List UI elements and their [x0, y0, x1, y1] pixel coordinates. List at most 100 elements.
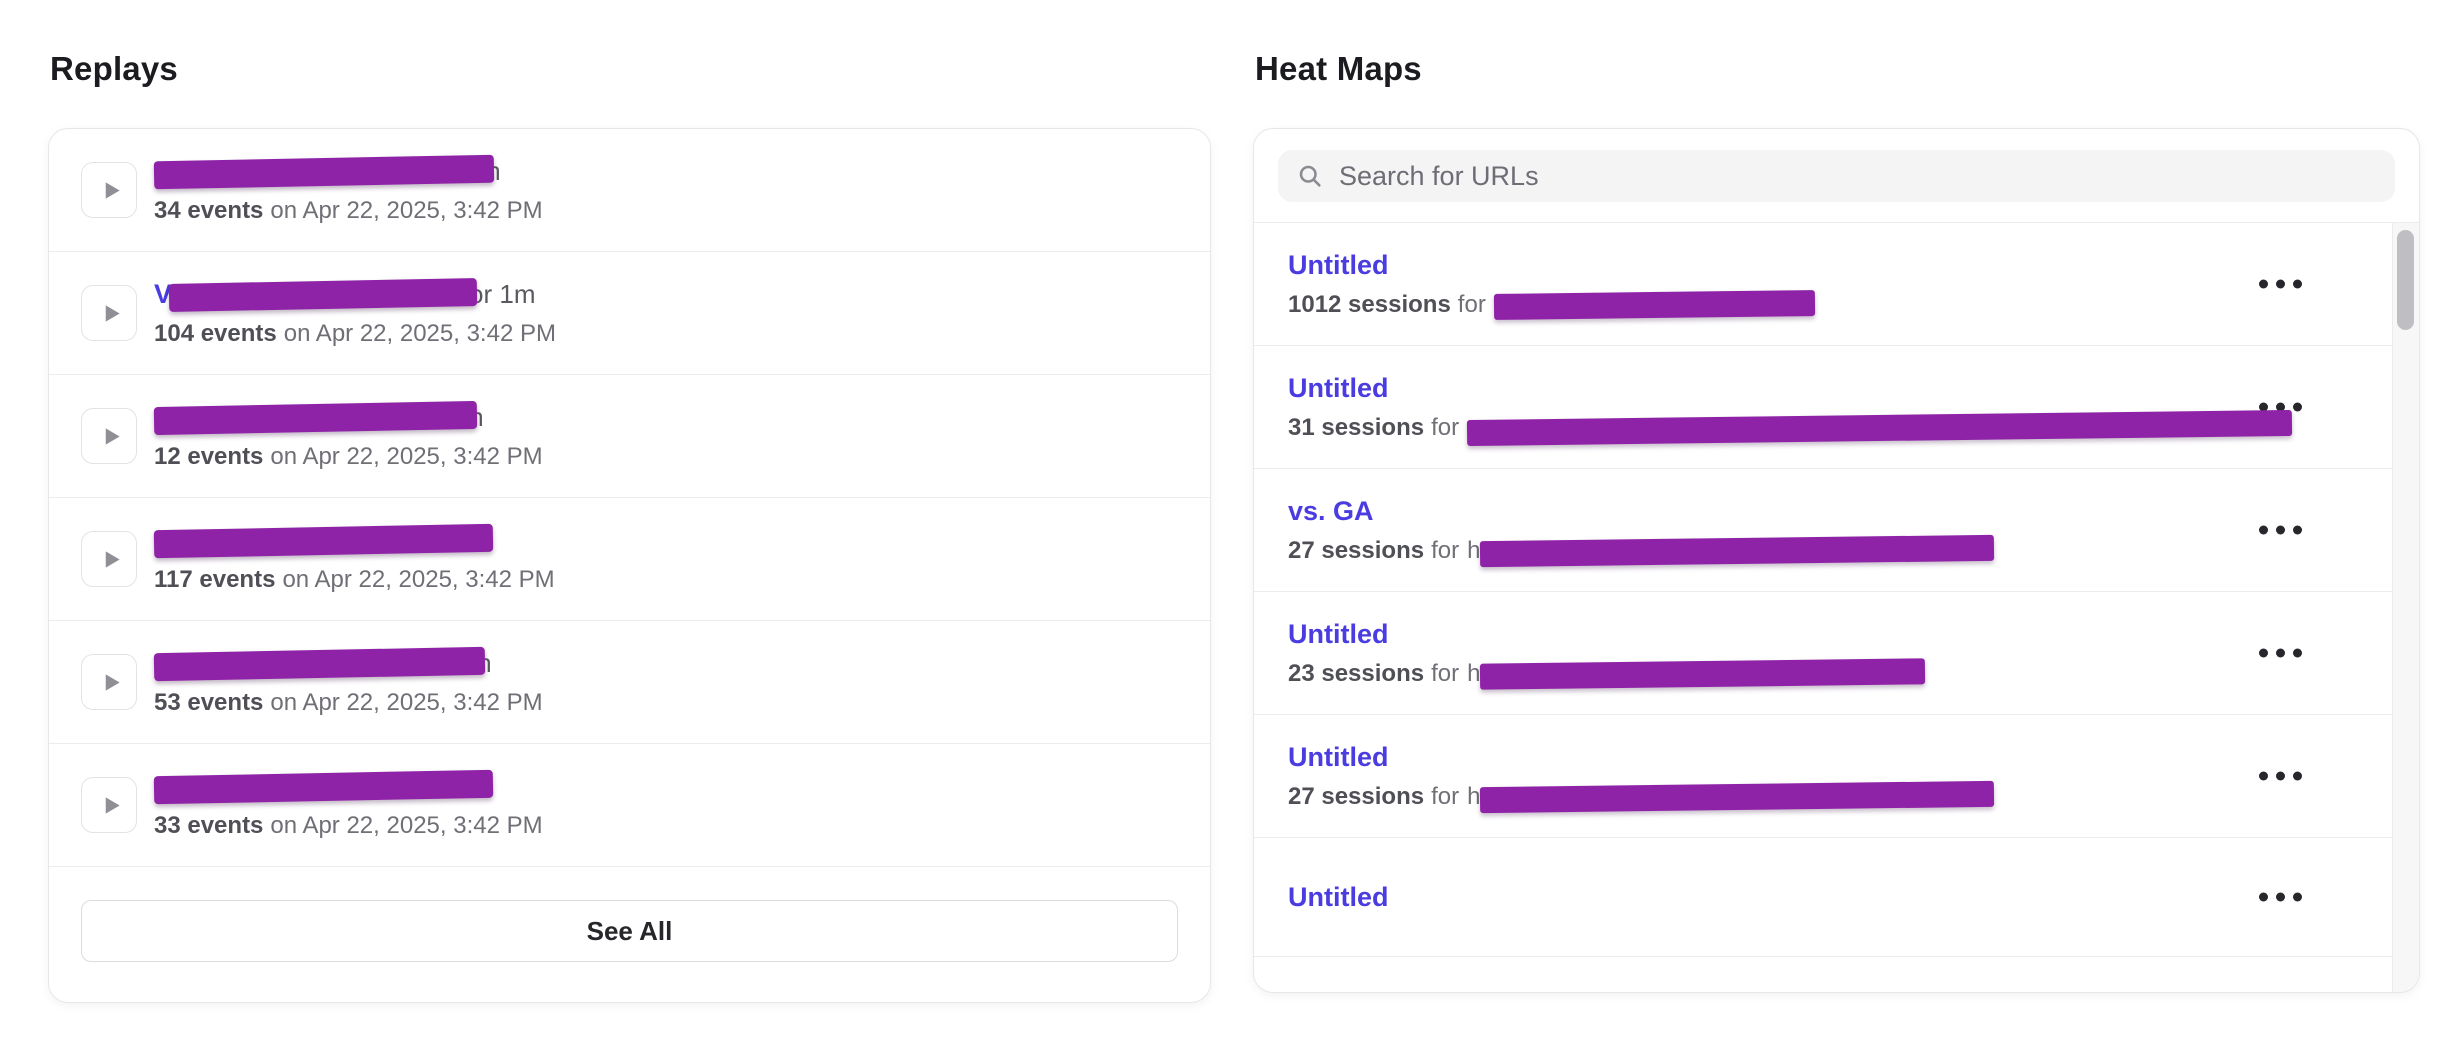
heatmap-sessions-line: 23 sessions for h [1288, 658, 1926, 690]
event-count: 53 events [154, 688, 264, 716]
event-count: 12 events [154, 442, 264, 470]
heatmap-row[interactable]: Untitled 31 sessions for [1254, 346, 2395, 469]
replay-info: V or 1m 104 events on Apr 22, 2025, 3:42 … [154, 277, 556, 348]
heatmap-title-link[interactable]: Untitled [1288, 882, 1389, 912]
heatmaps-card: Search for URLs Untitled 1012 sessions f… [1253, 128, 2420, 993]
replay-visitor-link[interactable]: m [153, 400, 543, 435]
play-icon [105, 673, 120, 691]
heatmap-row-content: Untitled 31 sessions for [1288, 372, 2293, 447]
replay-visitor-link[interactable] [153, 769, 543, 804]
event-count: 33 events [154, 811, 264, 839]
play-icon [105, 304, 120, 322]
heatmap-title-link[interactable]: Untitled [1288, 988, 1389, 992]
session-count: 23 sessions [1288, 660, 1425, 687]
heatmap-title-link[interactable]: Untitled [1288, 742, 1389, 772]
replay-date: on Apr 22, 2025, 3:42 PM [282, 565, 555, 593]
heatmap-row[interactable]: Untitled [1254, 838, 2395, 957]
play-button[interactable] [81, 777, 137, 833]
for-label: for [1431, 660, 1460, 687]
redaction-bar [1480, 780, 1995, 814]
replay-visitor-link[interactable]: m [153, 646, 543, 681]
see-all-section: See All [49, 866, 1210, 1002]
heatmap-row-content: Untitled [1288, 881, 1389, 913]
replay-meta: 33 events on Apr 22, 2025, 3:42 PM [154, 812, 543, 840]
more-options-button[interactable] [2259, 279, 2302, 289]
replay-row[interactable]: 117 events on Apr 22, 2025, 3:42 PM [49, 497, 1210, 620]
redaction-bar [153, 154, 495, 189]
replay-info: 117 events on Apr 22, 2025, 3:42 PM [153, 523, 555, 594]
event-count: 34 events [154, 196, 264, 224]
play-button[interactable] [81, 531, 137, 587]
heatmap-row-content: Untitled [1288, 957, 1389, 992]
heatmap-row-content: Untitled 23 sessions for h [1288, 618, 1926, 690]
heatmap-row[interactable]: Untitled 1012 sessions for [1254, 223, 2395, 346]
search-zone: Search for URLs [1254, 129, 2419, 223]
more-options-button[interactable] [2259, 525, 2302, 535]
replay-info: 33 events on Apr 22, 2025, 3:42 PM [153, 769, 543, 840]
heatmap-sessions-line: 1012 sessions for [1288, 290, 1815, 320]
redaction-bar [153, 523, 494, 558]
more-options-button[interactable] [2259, 771, 2302, 781]
heatmap-row[interactable]: vs. GA 27 sessions for h [1254, 469, 2395, 592]
replay-meta: 12 events on Apr 22, 2025, 3:42 PM [154, 443, 543, 471]
replay-date: on Apr 22, 2025, 3:42 PM [270, 442, 543, 470]
scrollbar-thumb[interactable] [2397, 230, 2414, 330]
play-button[interactable] [81, 408, 137, 464]
url-visible-prefix: h [1467, 537, 1481, 564]
heatmap-row-content: Untitled 1012 sessions for [1288, 249, 1815, 320]
session-count: 31 sessions [1288, 414, 1425, 441]
replay-meta: 117 events on Apr 22, 2025, 3:42 PM [154, 566, 555, 594]
replay-row[interactable]: V or 1m 104 events on Apr 22, 2025, 3:42 … [49, 251, 1210, 374]
search-input[interactable]: Search for URLs [1278, 150, 2395, 202]
play-icon [105, 427, 120, 445]
redaction-bar [1480, 658, 1926, 690]
url-visible-prefix: h [1467, 783, 1481, 810]
more-options-button[interactable] [2259, 648, 2302, 658]
replay-date: on Apr 22, 2025, 3:42 PM [270, 196, 543, 224]
replay-meta: 34 events on Apr 22, 2025, 3:42 PM [154, 197, 543, 225]
replay-visitor-link[interactable]: V or 1m [154, 277, 556, 312]
heatmap-row[interactable]: Untitled [1254, 957, 2395, 992]
redaction-bar [1493, 290, 1815, 320]
replay-visitor-link[interactable] [153, 523, 555, 558]
heatmap-title-link[interactable]: Untitled [1288, 250, 1389, 280]
more-options-button[interactable] [2259, 892, 2302, 902]
redaction-bar [153, 400, 478, 435]
replay-meta: 53 events on Apr 22, 2025, 3:42 PM [154, 689, 543, 717]
play-button[interactable] [81, 654, 137, 710]
heatmap-title-link[interactable]: vs. GA [1288, 496, 1374, 526]
redaction-bar [1480, 534, 1995, 568]
heatmap-sessions-line: 31 sessions for [1288, 409, 2293, 447]
scrollbar-track[interactable] [2392, 223, 2419, 992]
heatmap-row[interactable]: Untitled 23 sessions for h [1254, 592, 2395, 715]
more-options-button[interactable] [2259, 402, 2302, 412]
heatmap-title-link[interactable]: Untitled [1288, 619, 1389, 649]
replay-meta: 104 events on Apr 22, 2025, 3:42 PM [154, 320, 556, 348]
for-label: for [1431, 414, 1460, 441]
play-button[interactable] [81, 285, 137, 341]
heatmap-row[interactable]: Untitled 27 sessions for h [1254, 715, 2395, 838]
redaction-bar [168, 277, 478, 312]
redaction-bar [153, 646, 486, 681]
play-icon [105, 181, 120, 199]
heatmap-title-link[interactable]: Untitled [1288, 373, 1389, 403]
heatmap-sessions-line: 27 sessions for h [1288, 780, 1995, 814]
url-visible-prefix: h [1467, 660, 1481, 687]
for-label: for [1431, 537, 1460, 564]
event-count: 104 events [154, 319, 277, 347]
play-button[interactable] [81, 162, 137, 218]
see-all-button[interactable]: See All [81, 900, 1178, 962]
replays-title: Replays [50, 50, 178, 87]
replay-row[interactable]: 33 events on Apr 22, 2025, 3:42 PM [49, 743, 1210, 866]
visitor-name-visible-prefix: V [154, 279, 173, 309]
replay-visitor-link[interactable]: m [153, 154, 543, 189]
session-count: 1012 sessions [1288, 291, 1451, 318]
search-icon [1299, 165, 1321, 187]
event-count: 117 events [154, 565, 276, 593]
